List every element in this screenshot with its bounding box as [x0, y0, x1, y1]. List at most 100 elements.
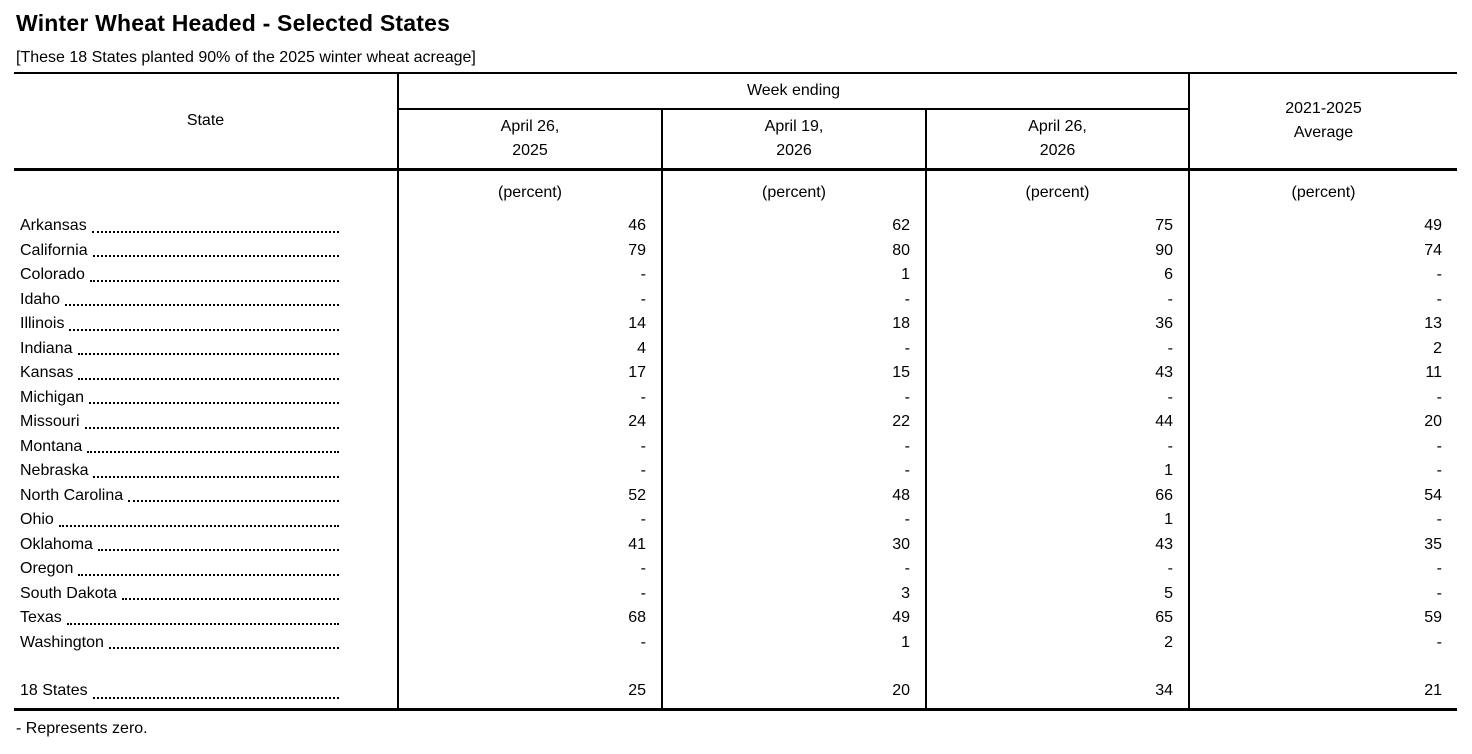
- value-apr26-2026: 2: [925, 630, 1188, 655]
- page-subtitle: [These 18 States planted 90% of the 2025…: [16, 49, 476, 66]
- state-row-label: Montana: [14, 435, 397, 460]
- value-apr26-2025: -: [397, 630, 661, 655]
- page-title: Winter Wheat Headed - Selected States: [16, 10, 451, 36]
- dot-leader: [69, 312, 339, 331]
- dot-leader: [84, 410, 339, 429]
- value-apr26-2025: -: [397, 263, 661, 288]
- value-apr26-2026: 6: [925, 263, 1188, 288]
- value-apr19-2026: -: [661, 336, 925, 361]
- value-average: 13: [1188, 312, 1457, 337]
- footnote-represents-zero: - Represents zero.: [16, 720, 148, 737]
- state-row-label: North Carolina: [14, 484, 397, 509]
- value-average: 59: [1188, 606, 1457, 631]
- value-apr26-2026: 66: [925, 483, 1188, 508]
- value-apr19-2026: 18: [661, 312, 925, 337]
- state-name: North Carolina: [20, 486, 124, 504]
- value-apr19-2026: -: [661, 385, 925, 410]
- value-average: -: [1188, 434, 1457, 459]
- state-name: South Dakota: [20, 584, 117, 602]
- value-apr26-2026: -: [925, 287, 1188, 312]
- value-apr19-2026: 22: [661, 410, 925, 435]
- average-header-line1: 2021-2025: [1285, 100, 1362, 117]
- state-name: Ohio: [20, 511, 54, 528]
- gap-row-col2: [661, 655, 925, 678]
- state-row-label: Idaho: [14, 288, 397, 313]
- value-apr26-2025: -: [397, 581, 661, 606]
- state-name: Kansas: [20, 364, 74, 381]
- state-name: Oregon: [20, 560, 74, 577]
- value-apr26-2025: 52: [397, 483, 661, 508]
- state-row-label: Nebraska: [14, 459, 397, 484]
- dot-leader: [58, 508, 339, 527]
- date-header-1-line1: April 26,: [500, 118, 560, 135]
- unit-label-3: (percent): [925, 171, 1188, 214]
- value-apr26-2026: -: [925, 336, 1188, 361]
- value-apr26-2025: 24: [397, 410, 661, 435]
- value-average: -: [1188, 581, 1457, 606]
- total-row-label: 18 States: [14, 678, 397, 705]
- value-apr26-2026: 5: [925, 581, 1188, 606]
- value-apr26-2026: 36: [925, 312, 1188, 337]
- average-column-header: 2021-2025 Average: [1188, 74, 1457, 168]
- value-apr26-2025: -: [397, 385, 661, 410]
- bottom-pad-state: [14, 705, 397, 708]
- value-apr26-2026: 44: [925, 410, 1188, 435]
- state-row-label: California: [14, 239, 397, 264]
- date-column-header-1: April 26, 2025: [397, 110, 661, 168]
- date-header-2-line1: April 19,: [764, 118, 824, 135]
- state-name: Washington: [20, 633, 104, 651]
- date-header-2-line2: 2026: [776, 142, 812, 159]
- value-apr26-2026: 1: [925, 508, 1188, 533]
- dot-leader: [89, 386, 339, 404]
- bottom-pad-col2: [661, 705, 925, 708]
- value-average: -: [1188, 287, 1457, 312]
- bottom-pad-col3: [925, 705, 1188, 708]
- total-value-apr26-2026: 34: [925, 678, 1188, 705]
- value-average: 35: [1188, 532, 1457, 557]
- dot-leader: [121, 582, 339, 600]
- value-average: 49: [1188, 214, 1457, 239]
- bottom-pad-col1: [397, 705, 661, 708]
- value-apr26-2025: -: [397, 434, 661, 459]
- value-apr19-2026: 48: [661, 483, 925, 508]
- date-header-3-line2: 2026: [1039, 142, 1076, 159]
- value-apr26-2025: 14: [397, 312, 661, 337]
- winter-wheat-headed-table: State Week ending 2021-2025 Average Apri…: [14, 72, 1457, 711]
- unit-row-spacer: [14, 171, 397, 214]
- value-apr19-2026: -: [661, 434, 925, 459]
- value-apr26-2025: 79: [397, 238, 661, 263]
- dot-leader: [108, 631, 339, 649]
- value-average: 74: [1188, 238, 1457, 263]
- value-apr26-2026: 1: [925, 459, 1188, 484]
- date-column-header-3: April 26, 2026: [925, 110, 1188, 168]
- total-value-average: 21: [1188, 678, 1457, 705]
- value-average: 20: [1188, 410, 1457, 435]
- dot-leader: [92, 239, 339, 257]
- value-apr26-2025: 17: [397, 361, 661, 386]
- state-name: Texas: [20, 609, 62, 626]
- date-column-header-2: April 19, 2026: [661, 110, 925, 168]
- state-name: Nebraska: [20, 462, 89, 479]
- dot-leader: [78, 557, 339, 576]
- table-body: (percent) (percent) (percent) (percent) …: [14, 171, 1457, 708]
- value-apr19-2026: 80: [661, 238, 925, 263]
- average-header-line2: Average: [1293, 124, 1354, 141]
- state-row-label: Oregon: [14, 557, 397, 582]
- total-value-apr26-2025: 25: [397, 678, 661, 705]
- value-average: -: [1188, 508, 1457, 533]
- unit-label-1: (percent): [397, 171, 661, 214]
- total-row-state-name: 18 States: [20, 682, 88, 699]
- dot-leader: [93, 459, 339, 478]
- value-apr26-2025: 46: [397, 214, 661, 239]
- dot-leader: [78, 361, 339, 380]
- value-apr26-2025: 4: [397, 336, 661, 361]
- value-apr26-2026: 43: [925, 361, 1188, 386]
- value-apr19-2026: 15: [661, 361, 925, 386]
- value-apr26-2026: 90: [925, 238, 1188, 263]
- dot-leader: [97, 533, 339, 551]
- state-row-label: Indiana: [14, 337, 397, 362]
- value-apr19-2026: -: [661, 508, 925, 533]
- state-name: Montana: [20, 437, 83, 455]
- state-name: Indiana: [20, 339, 73, 357]
